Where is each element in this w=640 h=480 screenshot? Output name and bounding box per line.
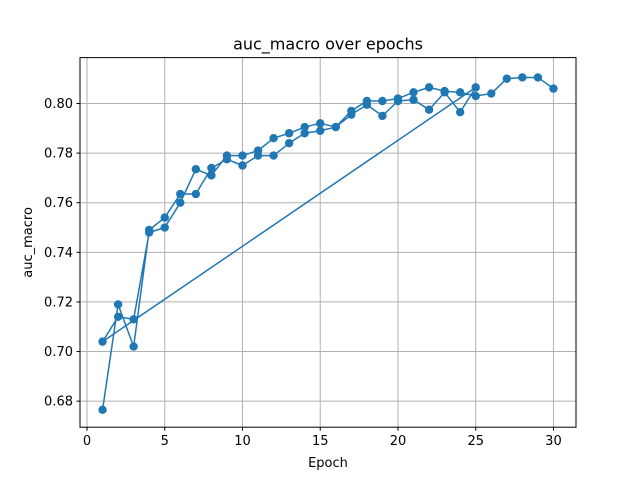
x-tick-label: 15 [312,434,329,449]
data-point [471,83,480,92]
data-point [378,111,387,121]
data-point [393,94,403,103]
x-tick-label: 25 [467,434,484,449]
data-point [207,163,216,173]
data-point [191,165,201,174]
data-point [284,129,294,138]
data-point [238,161,247,170]
axis-ticks: 0 5 10 15 20 25 30 0.68 0.70 0.72 0.74 0.76 0.78 0.80 [44,97,562,449]
data-point [424,105,434,114]
y-tick-label: 0.76 [44,196,73,211]
x-tick-label: 10 [234,434,251,449]
data-point [300,122,309,132]
x-tick-label: 5 [161,434,169,449]
y-tick-label: 0.74 [44,246,73,261]
data-point [284,138,294,148]
data-point [113,312,123,322]
data-point [471,91,480,101]
data-point [176,189,185,199]
data-point [347,106,356,116]
data-point [238,151,247,160]
data-point [316,119,325,128]
data-point [518,73,527,82]
data-point [409,88,418,97]
data-point [502,74,512,83]
data-point [378,96,387,106]
data-point [98,337,107,346]
data-point [129,342,138,351]
data-point [549,84,558,93]
data-point [113,300,123,309]
grid-lines [80,57,576,428]
x-axis-title: Epoch [308,456,348,471]
data-point [98,405,107,415]
data-point [269,151,278,160]
data-point [362,96,372,106]
data-point [300,129,309,138]
y-tick-label: 0.72 [44,295,73,310]
x-tick-label: 30 [545,434,562,449]
data-point [160,213,169,222]
y-axis-title: auc_macro [21,207,36,278]
data-point [191,189,201,199]
data-point [176,198,185,207]
data-point [424,83,434,92]
chart-title: auc_macro over epochs [233,35,423,55]
y-tick-label: 0.68 [44,395,73,410]
data-point [144,228,154,237]
data-point [160,223,169,232]
data-point [207,171,216,180]
data-point [331,122,340,132]
y-tick-label: 0.80 [44,97,73,112]
data-series [98,73,558,415]
data-point [253,146,263,155]
data-point [129,315,138,324]
data-point [222,151,232,160]
data-point [455,88,465,97]
data-point [409,95,418,104]
y-tick-label: 0.70 [44,345,73,360]
data-point [533,73,543,82]
y-tick-label: 0.78 [44,147,73,162]
data-point [487,89,496,98]
data-point [455,107,465,117]
data-point [440,86,449,96]
data-point [316,126,325,135]
x-tick-label: 0 [83,434,91,449]
data-point [269,134,278,143]
plot-frame [79,57,577,428]
x-tick-label: 20 [390,434,407,449]
